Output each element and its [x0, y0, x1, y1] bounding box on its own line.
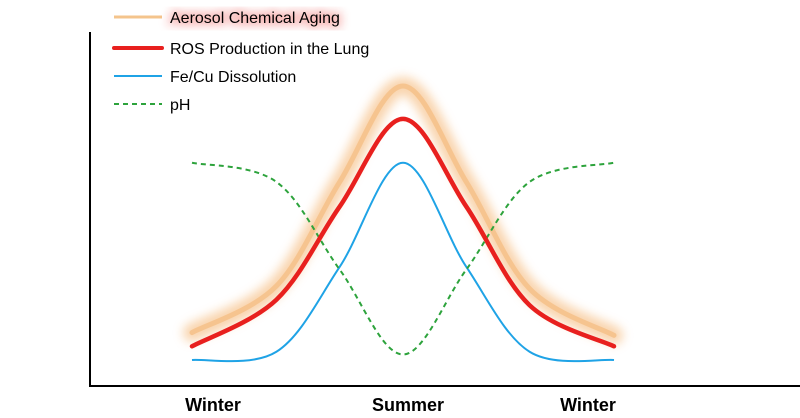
- legend-item-ph: pH: [114, 97, 190, 114]
- legend: Aerosol Chemical Aging Aerosol Chemical …: [110, 8, 369, 114]
- series-line-fecu: [191, 161, 615, 363]
- legend-item-fecu: Fe/Cu Dissolution: [114, 69, 296, 86]
- legend-label-ros: ROS Production in the Lung: [170, 41, 369, 58]
- x-tick-label-winter-1: Winter: [185, 395, 241, 415]
- legend-item-ros: ROS Production in the Lung: [112, 41, 369, 58]
- x-tick-label-summer: Summer: [372, 395, 444, 415]
- series-line-aging: [189, 83, 617, 338]
- x-tick-label-winter-2: Winter: [560, 395, 616, 415]
- series-line-aging-glow: [183, 76, 623, 345]
- legend-label-aging: Aerosol Chemical Aging: [170, 10, 340, 27]
- legend-label-fecu: Fe/Cu Dissolution: [170, 69, 296, 86]
- series-line-ph: [191, 161, 615, 356]
- series-line-ros: [189, 116, 617, 349]
- series-layer: [183, 76, 623, 363]
- legend-item-aging: Aerosol Chemical Aging Aerosol Chemical …: [110, 8, 342, 29]
- legend-label-ph: pH: [170, 97, 190, 114]
- legend-label-aging-glow: Aerosol Chemical Aging: [170, 10, 340, 27]
